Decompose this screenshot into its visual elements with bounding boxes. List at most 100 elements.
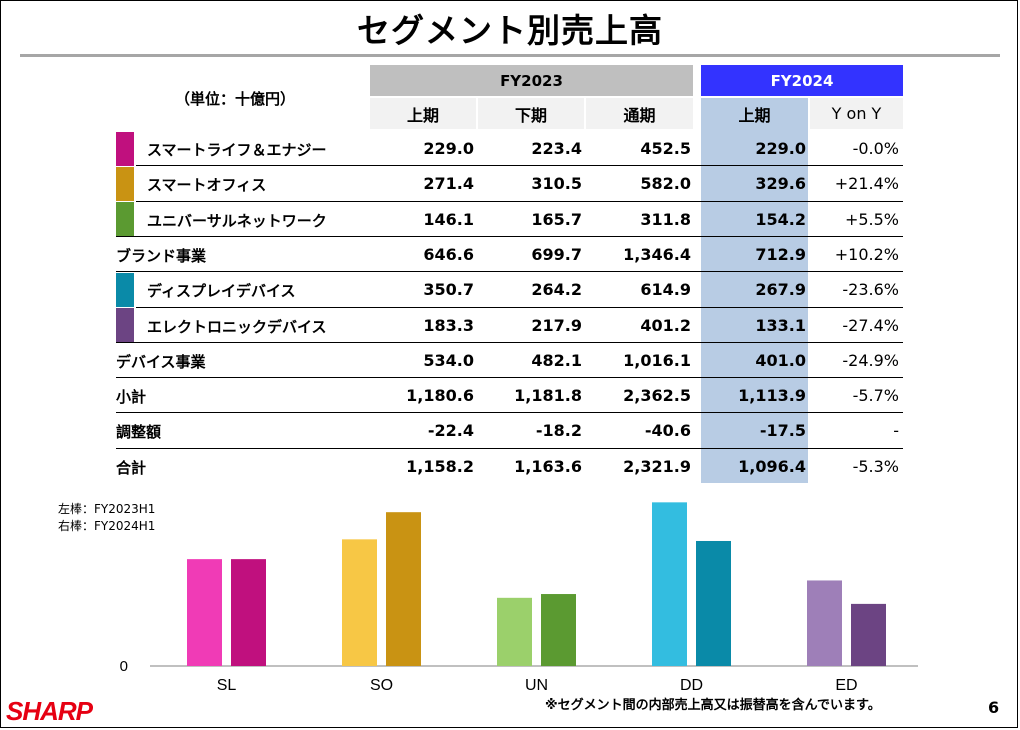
row-label: ユニバーサルネットワーク	[147, 211, 327, 230]
row-value: -27.4%	[842, 315, 899, 335]
row-value: -0.0%	[852, 139, 899, 158]
col-header-fy24-h1: 上期	[701, 98, 808, 129]
row-value: 1,158.2	[406, 456, 474, 476]
row-value: +10.2%	[834, 244, 899, 264]
bar-dd-fy2023h1	[652, 502, 687, 666]
bar-sl-fy2024h1	[231, 559, 266, 666]
bar-ed-fy2023h1	[807, 580, 842, 666]
row-value: 1,096.4	[738, 456, 806, 476]
row-value: -22.4	[427, 421, 474, 441]
x-tick-label: DD	[680, 677, 703, 694]
page-number: 6	[988, 698, 1000, 717]
bar-ed-fy2024h1	[851, 603, 886, 666]
row-value: 264.2	[531, 280, 582, 300]
x-tick-label: ED	[835, 677, 857, 694]
row-divider	[136, 165, 903, 167]
row-divider	[116, 341, 903, 343]
row-value: 1,016.1	[623, 350, 691, 370]
row-value: 223.4	[531, 139, 582, 158]
row-value: 133.1	[755, 315, 806, 335]
header-fy2024: FY2024	[701, 65, 903, 96]
x-tick-label: SL	[217, 677, 237, 694]
row-value: 329.6	[755, 174, 806, 194]
row-value: 154.2	[755, 209, 806, 229]
row-label: 小計	[116, 388, 147, 407]
row-value: -23.6%	[842, 280, 899, 300]
row-value: 534.0	[423, 350, 474, 370]
row-value: -5.7%	[852, 386, 899, 406]
row-value: 1,346.4	[623, 244, 691, 264]
row-divider	[116, 235, 903, 237]
row-value: 401.2	[640, 315, 691, 335]
col-header-fy23-h1: 上期	[370, 98, 476, 129]
row-divider	[116, 271, 903, 273]
chart-note-right: 右棒：FY2024H1	[58, 519, 156, 533]
row-value: 229.0	[755, 139, 806, 158]
bar-dd-fy2024h1	[696, 540, 731, 666]
segment-bar-chart: 0 SL SO UN DD ED	[120, 502, 918, 694]
row-value: 311.8	[640, 209, 691, 229]
row-value: -17.5	[759, 421, 806, 441]
segment-color-swatch	[116, 202, 134, 237]
row-value: 146.1	[423, 209, 474, 229]
row-label: 合計	[116, 458, 147, 477]
row-label: ブランド事業	[116, 246, 207, 265]
fy2024-column-highlight	[701, 129, 808, 483]
row-value: 482.1	[531, 350, 582, 370]
row-value: 401.0	[755, 350, 806, 370]
bar-un-fy2023h1	[497, 597, 532, 666]
col-header-fy23-full: 通期	[586, 98, 693, 129]
row-label: 調整額	[116, 423, 162, 442]
col-header-fy23-h2: 下期	[478, 98, 584, 129]
header-fy2023: FY2023	[370, 65, 693, 96]
row-value: 217.9	[531, 315, 582, 335]
row-value: 350.7	[423, 280, 474, 300]
row-value: 267.9	[755, 280, 806, 300]
page-title: セグメント別売上高	[357, 11, 663, 50]
row-value: 1,113.9	[738, 386, 806, 406]
row-value: -5.3%	[852, 456, 899, 476]
segment-color-swatch	[116, 272, 134, 307]
row-value: 1,163.6	[514, 456, 582, 476]
svg-text:SHARP: SHARP	[6, 697, 94, 723]
row-value: 271.4	[423, 174, 474, 194]
y-tick-label: 0	[120, 658, 128, 675]
row-value: 183.3	[423, 315, 474, 335]
sharp-logo: SHARP	[6, 697, 95, 723]
title-divider	[20, 54, 1000, 57]
bar-so-fy2024h1	[386, 512, 421, 666]
x-tick-label: UN	[525, 677, 548, 694]
row-value: -	[893, 421, 899, 441]
col-header-yoy: Y on Y	[810, 98, 903, 129]
row-divider	[116, 377, 903, 379]
row-value: 699.7	[531, 244, 582, 264]
row-value: +5.5%	[844, 209, 899, 229]
row-value: 229.0	[423, 139, 474, 158]
row-divider	[116, 447, 903, 449]
row-value: 1,180.6	[406, 386, 474, 406]
row-label: エレクトロニックデバイス	[147, 317, 327, 336]
row-label: スマートオフィス	[147, 176, 267, 195]
row-divider	[116, 412, 903, 414]
row-value: -40.6	[644, 421, 691, 441]
footnote: ※セグメント間の内部売上高又は振替高を含んでいます。	[545, 698, 881, 713]
bar-un-fy2024h1	[541, 594, 576, 666]
row-value: 165.7	[531, 209, 582, 229]
row-value: +21.4%	[834, 174, 899, 194]
segment-color-swatch	[116, 131, 134, 166]
row-value: -24.9%	[842, 350, 899, 370]
bar-so-fy2023h1	[342, 539, 377, 666]
row-value: 452.5	[640, 139, 691, 158]
row-label: デバイス事業	[116, 352, 206, 371]
row-label: スマートライフ＆エナジー	[147, 141, 327, 159]
row-value: 646.6	[423, 244, 474, 264]
row-label: ディスプレイデバイス	[147, 282, 296, 301]
row-value: 614.9	[640, 280, 691, 300]
x-tick-label: SO	[370, 677, 393, 694]
unit-label: （単位：十億円）	[174, 90, 295, 108]
row-value: 1,181.8	[514, 386, 582, 406]
row-divider	[136, 306, 903, 308]
row-value: 2,362.5	[623, 386, 691, 406]
segment-color-swatch	[116, 166, 134, 201]
